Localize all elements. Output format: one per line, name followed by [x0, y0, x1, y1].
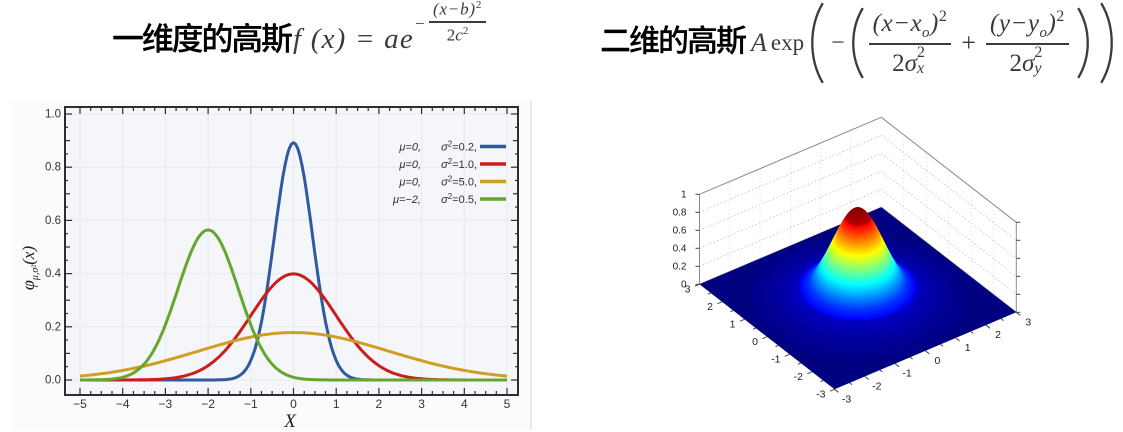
svg-text:2: 2: [995, 329, 1001, 341]
svg-text:σ2=0.2,: σ2=0.2,: [441, 140, 477, 154]
svg-text:−3: −3: [159, 397, 173, 411]
svg-text:0: 0: [681, 279, 687, 290]
svg-text:1: 1: [730, 318, 736, 330]
svg-text:−5: −5: [73, 397, 87, 411]
svg-text:5: 5: [504, 397, 511, 411]
svg-text:-2: -2: [794, 371, 803, 383]
svg-text:2: 2: [376, 397, 383, 411]
svg-text:-1: -1: [902, 368, 911, 380]
svg-text:0: 0: [752, 336, 758, 348]
svg-text:0: 0: [290, 397, 297, 411]
svg-text:0: 0: [934, 355, 940, 367]
svg-text:0.8: 0.8: [45, 162, 61, 174]
svg-text:3: 3: [685, 283, 691, 295]
svg-text:−1: −1: [244, 397, 258, 411]
svg-text:0.6: 0.6: [45, 215, 61, 227]
svg-text:-1: -1: [771, 353, 780, 365]
svg-text:0.4: 0.4: [673, 243, 687, 254]
svg-text:0.2: 0.2: [45, 321, 61, 333]
svg-text:3: 3: [418, 397, 425, 411]
svg-text:σ2=0.5,: σ2=0.5,: [441, 192, 477, 206]
svg-text:μ=0,: μ=0,: [398, 177, 421, 189]
svg-text:0.6: 0.6: [673, 225, 687, 236]
svg-text:-3: -3: [816, 388, 825, 400]
svg-text:X: X: [283, 411, 297, 432]
svg-text:1: 1: [681, 189, 687, 200]
svg-text:0.4: 0.4: [45, 268, 62, 280]
svg-text:1: 1: [333, 397, 340, 411]
svg-text:-3: -3: [842, 393, 851, 405]
svg-text:φμ,σ²(x): φμ,σ²(x): [18, 246, 41, 291]
svg-text:1.0: 1.0: [45, 109, 61, 121]
svg-text:−2: −2: [201, 397, 215, 411]
svg-text:σ2=5.0,: σ2=5.0,: [441, 175, 477, 189]
svg-text:4: 4: [461, 397, 468, 411]
svg-text:2: 2: [707, 301, 713, 313]
svg-text:0.2: 0.2: [673, 261, 687, 272]
svg-text:σ2=1.0,: σ2=1.0,: [441, 157, 477, 171]
svg-text:μ=−2,: μ=−2,: [392, 194, 421, 206]
svg-text:μ=0,: μ=0,: [398, 142, 421, 154]
svg-text:0.0: 0.0: [45, 375, 61, 387]
svg-text:−4: −4: [116, 397, 130, 411]
svg-text:3: 3: [1025, 316, 1031, 328]
svg-text:μ=0,: μ=0,: [398, 159, 421, 171]
svg-text:0.8: 0.8: [673, 207, 687, 218]
svg-text:-2: -2: [872, 380, 881, 392]
svg-text:1: 1: [965, 342, 971, 354]
